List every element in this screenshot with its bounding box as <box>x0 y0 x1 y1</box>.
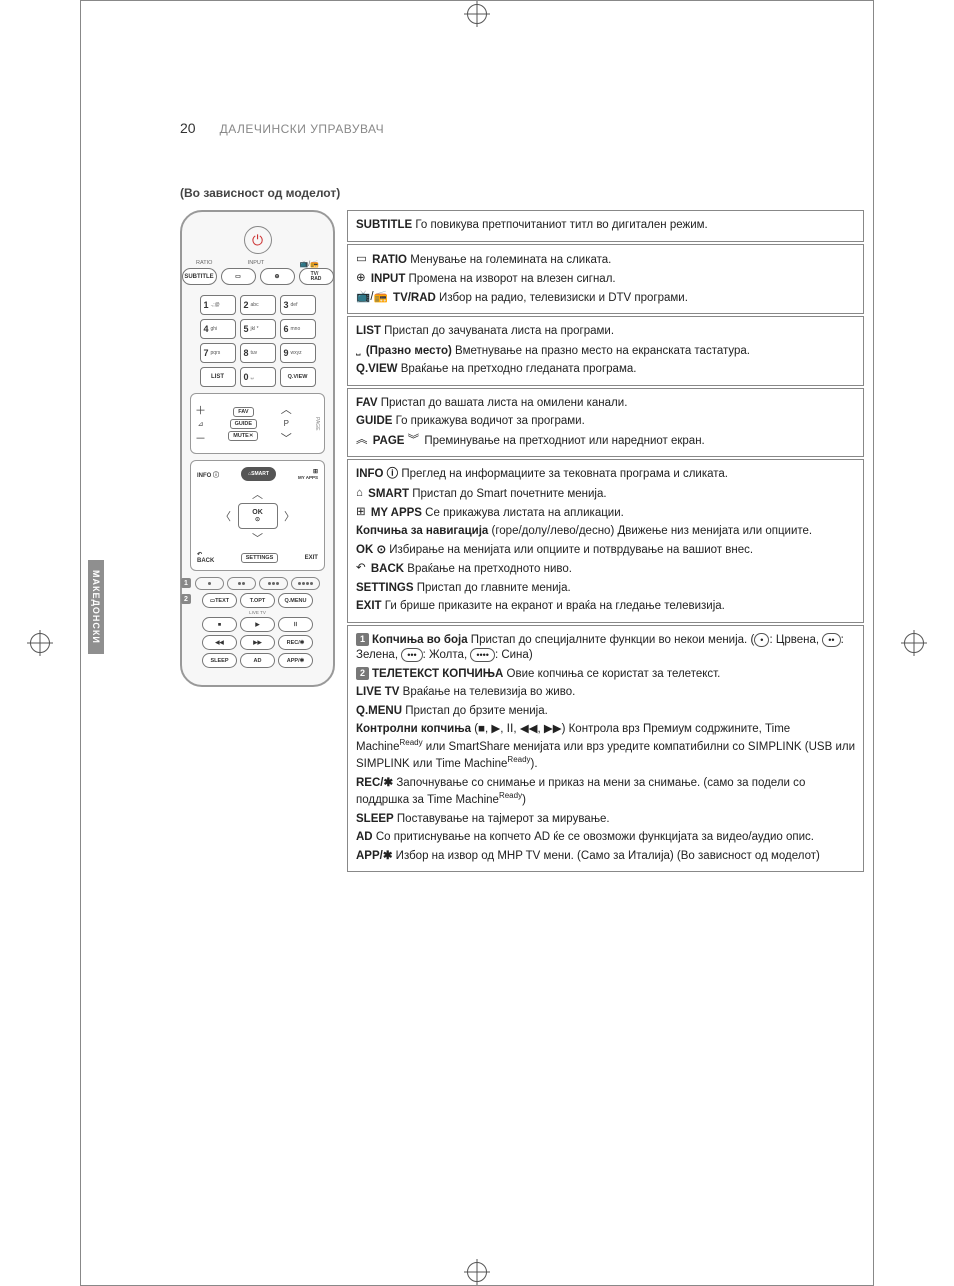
registration-mark-top <box>467 4 487 24</box>
key-1: 1.,;@ <box>200 295 236 315</box>
qview-button: Q.VIEW <box>280 367 316 387</box>
color-buttons-row: 1 <box>190 577 325 590</box>
registration-mark-right <box>904 633 924 653</box>
nav-up-icon: ︿ <box>252 486 263 502</box>
crop-mark-left <box>80 0 81 1286</box>
app-button: APP/✱ <box>278 653 313 668</box>
page-side-label: PAGE <box>314 417 320 431</box>
nav-right-icon: 〉 <box>284 508 295 524</box>
registration-mark-left <box>30 633 50 653</box>
desc-group-6: 1Копчиња во боја Пристап до специјалните… <box>347 625 864 872</box>
myapps-button: ⊞MY APPS <box>298 468 318 481</box>
fav-button: FAV <box>233 407 253 417</box>
back-button: ↶BACK <box>197 551 214 564</box>
section-title: ДАЛЕЧИНСКИ УПРАВУВАЧ <box>220 122 385 136</box>
badge-2: 2 <box>356 667 369 680</box>
power-button: ⏻ <box>244 226 272 254</box>
desc-group-2: ▭ RATIO Менување на големината на сликат… <box>347 244 864 315</box>
sleep-button: SLEEP <box>202 653 237 668</box>
green-button <box>227 577 256 590</box>
page-number: 20 <box>180 120 196 136</box>
back-icon: ↶ <box>356 561 366 577</box>
guide-button: GUIDE <box>230 419 257 429</box>
info-button: INFO ⓘ <box>197 470 219 479</box>
badge-1: 1 <box>356 633 369 646</box>
home-icon: ⌂ <box>356 486 363 502</box>
page-icon: ︽ <box>356 433 368 449</box>
key-3: 3def <box>280 295 316 315</box>
ratio-button: ▭ <box>221 268 256 285</box>
play-button: ▶ <box>240 617 275 632</box>
crop-mark-right <box>873 0 874 1286</box>
registration-mark-bottom <box>467 1262 487 1282</box>
page-down-icon: ︾ <box>408 433 420 449</box>
yellow-badge: ••• <box>401 648 422 662</box>
desc-group-3: LIST Пристап до зачуваната листа на прог… <box>347 316 864 385</box>
key-7: 7pqrs <box>200 343 236 363</box>
yellow-button <box>259 577 288 590</box>
list-button: LIST <box>200 367 236 387</box>
desc-group-4: FAV Пристап до вашата листа на омилени к… <box>347 388 864 457</box>
volume-rocker: ＋⊿－ <box>195 402 206 446</box>
topt-button: T.OPT <box>240 593 275 608</box>
rewind-button: ◀◀ <box>202 635 237 650</box>
pause-button: ⅠⅠ <box>278 617 313 632</box>
nav-left-icon: 〈 <box>220 508 231 524</box>
smart-button: ⌂ SMART <box>241 467 276 481</box>
stop-button: ■ <box>202 617 237 632</box>
key-0: 0␣ <box>240 367 276 387</box>
desc-group-5: INFO ⓘ Преглед на информациите за тековн… <box>347 459 864 623</box>
red-badge: • <box>754 633 769 647</box>
mute-button: MUTE⨯ <box>228 431 258 441</box>
language-side-tab: МАКЕДОНСКИ <box>88 560 104 654</box>
ok-button: OK⊙ <box>238 503 278 529</box>
key-6: 6mno <box>280 319 316 339</box>
model-note: (Во зависност од моделот) <box>180 186 864 200</box>
input-icon: ⊕ <box>356 271 366 287</box>
apps-icon: ⊞ <box>356 505 366 521</box>
exit-button: EXIT <box>305 555 318 561</box>
ratio-icon: ▭ <box>356 252 367 268</box>
subtitle-button: SUBTITLE <box>182 268 217 285</box>
qmenu-button: Q.MENU <box>278 593 313 608</box>
page-rocker: ︿P﹀ <box>281 401 292 446</box>
input-button: ⊕ <box>260 268 295 285</box>
key-2: 2abc <box>240 295 276 315</box>
tvrad-label: 📺/📻 <box>300 260 319 268</box>
desc-group-1: SUBTITLE Го повикува претпочитаниот титл… <box>347 210 864 242</box>
key-5: 5jkl * <box>240 319 276 339</box>
tvrad-icon: 📺/📻 <box>356 290 388 306</box>
input-label: INPUT <box>248 260 265 268</box>
page-header: 20 ДАЛЕЧИНСКИ УПРАВУВАЧ <box>180 120 864 136</box>
remote-control-diagram: ⏻ RATIO INPUT 📺/📻 SUBTITLE ▭ ⊕ TV/RAD 1.… <box>180 210 335 687</box>
livetv-label: LIVE TV <box>190 610 325 615</box>
tvrad-button: TV/RAD <box>299 268 334 285</box>
key-8: 8tuv <box>240 343 276 363</box>
ad-button: AD <box>240 653 275 668</box>
rec-button: REC/✱ <box>278 635 313 650</box>
key-9: 9wxyz <box>280 343 316 363</box>
text-button: ▭TEXT <box>202 593 237 608</box>
red-button <box>195 577 224 590</box>
green-badge: •• <box>822 633 840 647</box>
forward-button: ▶▶ <box>240 635 275 650</box>
settings-button: SETTINGS <box>241 553 279 563</box>
space-icon: ⎵ <box>356 343 361 359</box>
blue-badge: •••• <box>470 648 495 662</box>
ratio-label: RATIO <box>196 260 212 268</box>
blue-button <box>291 577 320 590</box>
key-4: 4ghi <box>200 319 236 339</box>
nav-down-icon: ﹀ <box>252 530 263 546</box>
